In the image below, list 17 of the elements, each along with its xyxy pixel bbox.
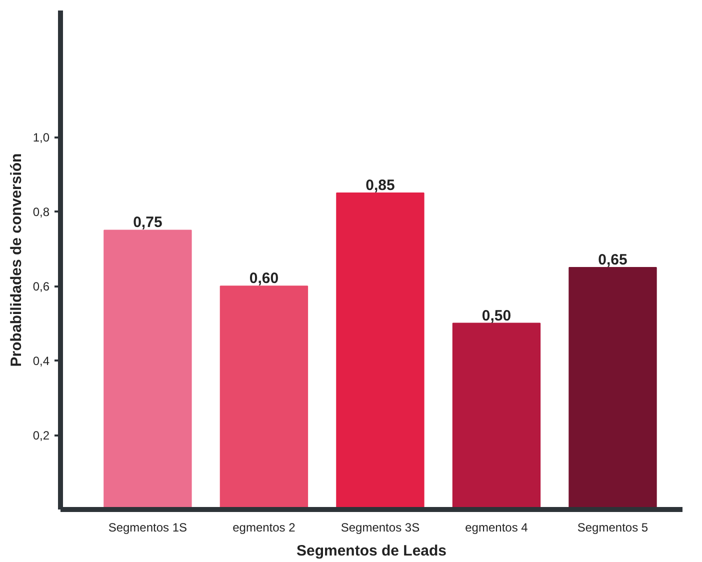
data-label: 0,85 — [366, 176, 395, 194]
y-tick-label: 1,0 — [32, 130, 50, 145]
x-tick-label: Segmentos 3S — [340, 520, 420, 534]
data-label: 0,65 — [598, 251, 628, 268]
x-axis-title: Segmentos de Leads — [296, 542, 447, 560]
y-tick-label: 0,6 — [32, 280, 50, 294]
data-label: 0,50 — [482, 307, 512, 324]
y-tick-label: 0,4 — [32, 354, 50, 368]
x-tick-label: Segmentos 1S — [108, 520, 188, 534]
y-axis-title: Probabilidades de conversión — [8, 153, 25, 367]
x-tick-label: egmentos 4 — [465, 520, 528, 534]
data-label: 0,60 — [249, 270, 279, 288]
y-tick-label: 0,2 — [32, 428, 50, 443]
data-label: 0,75 — [133, 214, 162, 232]
x-tick-label: Segmentos 5 — [577, 520, 648, 534]
y-tick-label: 0,8 — [32, 205, 50, 220]
x-tick-label: egmentos 2 — [232, 520, 296, 534]
